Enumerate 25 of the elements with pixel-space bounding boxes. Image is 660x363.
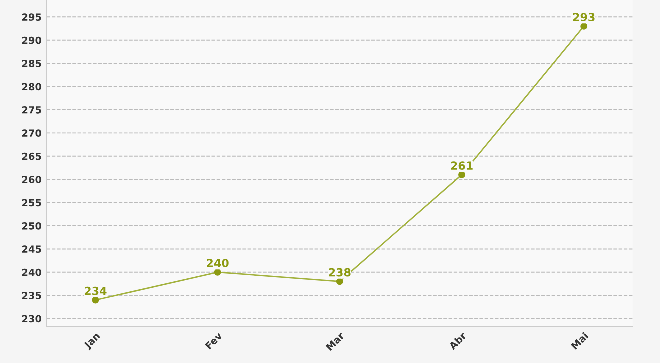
y-tick-label: 285 [22,60,42,68]
y-tick-label: 295 [22,14,42,21]
y-tick-label: 270 [22,130,42,138]
y-tick-label: 265 [22,152,42,160]
y-tick-label: 255 [22,199,42,207]
data-label: 293 [573,13,595,22]
data-label: 238 [329,268,351,277]
point [214,268,222,276]
point [580,22,588,30]
point [458,171,466,178]
y-tick-label: 290 [22,36,42,44]
y-tick-label: 240 [22,268,42,276]
y-tick-label: 235 [22,292,42,300]
y-tick-label: 250 [22,222,42,230]
y-tick-label: 280 [22,83,42,91]
point [336,278,344,286]
y-tick-label: 230 [22,315,42,323]
data-label: 240 [207,259,229,268]
y-tick-label: 275 [22,106,42,114]
x-tick-label: Jan [83,332,102,351]
y-tick-label: 245 [22,246,42,254]
data-label: 261 [451,162,473,170]
point [92,296,100,304]
data-label: 234 [84,286,107,296]
y-tick-label: 260 [22,176,42,184]
